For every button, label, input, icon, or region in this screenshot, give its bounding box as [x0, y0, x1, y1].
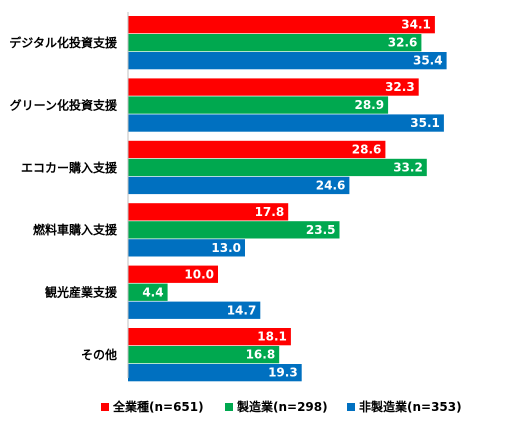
category-label: エコカー購入支援 [21, 160, 118, 175]
data-label: 19.3 [268, 366, 298, 380]
data-label: 28.6 [352, 142, 382, 156]
data-label: 16.8 [246, 348, 276, 362]
data-label: 10.0 [184, 267, 214, 281]
bar [128, 265, 218, 283]
bar [128, 176, 350, 195]
data-label: 32.3 [385, 80, 415, 94]
bar [128, 203, 289, 221]
data-label: 4.4 [142, 285, 163, 299]
data-label: 35.1 [410, 116, 440, 130]
category-label: その他 [81, 347, 117, 362]
data-label: 13.0 [211, 241, 241, 255]
category-label: グリーン化投資支援 [10, 97, 118, 112]
data-label: 14.7 [227, 303, 257, 317]
legend-swatch [347, 403, 355, 411]
bar [128, 301, 261, 319]
data-label: 28.9 [354, 98, 384, 112]
bar [128, 364, 302, 382]
bar [128, 114, 444, 132]
bar [128, 16, 435, 34]
data-label: 34.1 [401, 18, 431, 32]
bar [128, 283, 168, 301]
bar [128, 140, 386, 159]
data-label: 23.5 [306, 223, 336, 237]
category-label: 燃料車購入支援 [33, 222, 118, 237]
bar [128, 78, 419, 96]
bar [128, 328, 291, 346]
bar [128, 346, 280, 364]
data-label: 17.8 [255, 205, 285, 219]
bar [128, 96, 389, 114]
data-label: 32.6 [388, 36, 418, 50]
legend: 全業種(n=651) 製造業(n=298) 非製造業(n=353) [101, 399, 462, 414]
data-label: 33.2 [393, 160, 423, 174]
data-label: 35.4 [413, 54, 443, 68]
legend-label: 全業種(n=651) [112, 399, 204, 414]
legend-label: 非製造業(n=353) [359, 399, 462, 414]
category-label: デジタル化投資支援 [9, 35, 118, 50]
legend-swatch [225, 403, 233, 411]
bar [128, 34, 422, 52]
bar [128, 52, 447, 70]
bar [128, 158, 427, 177]
data-label: 24.6 [316, 178, 346, 192]
category-label: 観光産業支援 [45, 285, 118, 300]
legend-label: 製造業(n=298) [236, 399, 328, 414]
category-labels: デジタル化投資支援グリーン化投資支援エコカー購入支援燃料車購入支援観光産業支援そ… [9, 35, 118, 362]
bars: 34.1 32.6 35.4 32.328.9 35.1 28.6 33.2 24.6 17.8… [128, 16, 447, 382]
bar [128, 239, 245, 257]
legend-swatch [101, 403, 109, 411]
bar [128, 221, 340, 239]
data-label: 18.1 [257, 330, 287, 344]
